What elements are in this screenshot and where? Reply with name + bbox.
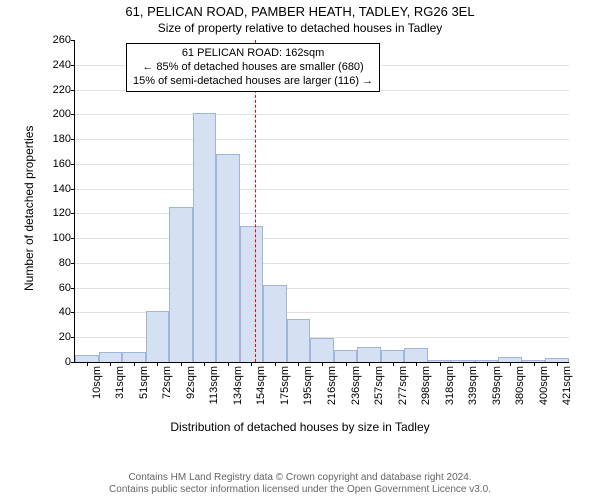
bar: [404, 348, 428, 362]
xtick-label: 421sqm: [561, 362, 573, 405]
grid-line: [75, 213, 569, 214]
bar: [216, 154, 240, 362]
y-axis-label: Number of detached properties: [22, 126, 36, 291]
xtick-mark: [369, 362, 370, 366]
ytick-label: 260: [53, 34, 75, 46]
ytick-label: 120: [53, 207, 75, 219]
x-axis-label: Distribution of detached houses by size …: [0, 420, 600, 434]
ytick-label: 180: [53, 133, 75, 145]
xtick-label: 257sqm: [373, 362, 385, 405]
bar: [169, 207, 193, 362]
xtick-mark: [181, 362, 182, 366]
xtick-mark: [487, 362, 488, 366]
ytick-label: 140: [53, 183, 75, 195]
xtick-label: 359sqm: [491, 362, 503, 405]
ytick-label: 0: [65, 356, 75, 368]
page: { "title": "61, PELICAN ROAD, PAMBER HEA…: [0, 0, 600, 500]
xtick-label: 92sqm: [185, 362, 197, 399]
xtick-mark: [228, 362, 229, 366]
xtick-mark: [87, 362, 88, 366]
xtick-mark: [275, 362, 276, 366]
chart-title: 61, PELICAN ROAD, PAMBER HEATH, TADLEY, …: [0, 4, 600, 19]
ytick-label: 100: [53, 232, 75, 244]
bar: [334, 350, 358, 362]
footer: Contains HM Land Registry data © Crown c…: [0, 472, 600, 496]
bar: [263, 285, 287, 362]
xtick-mark: [440, 362, 441, 366]
footer-line: Contains public sector information licen…: [0, 484, 600, 496]
xtick-label: 216sqm: [326, 362, 338, 405]
xtick-label: 380sqm: [514, 362, 526, 405]
bar: [381, 350, 405, 362]
xtick-mark: [393, 362, 394, 366]
ytick-label: 220: [53, 84, 75, 96]
xtick-mark: [298, 362, 299, 366]
xtick-label: 72sqm: [161, 362, 173, 399]
xtick-label: 318sqm: [444, 362, 456, 405]
xtick-label: 339sqm: [467, 362, 479, 405]
bar: [122, 352, 146, 362]
xtick-label: 31sqm: [114, 362, 126, 399]
annotation-line: 61 PELICAN ROAD: 162sqm: [133, 47, 373, 61]
bar: [240, 226, 264, 362]
ytick-label: 160: [53, 158, 75, 170]
xtick-label: 277sqm: [397, 362, 409, 405]
bar: [357, 347, 381, 362]
annotation-box: 61 PELICAN ROAD: 162sqm ← 85% of detache…: [126, 43, 380, 92]
xtick-mark: [204, 362, 205, 366]
xtick-label: 154sqm: [255, 362, 267, 405]
xtick-label: 175sqm: [279, 362, 291, 405]
xtick-mark: [463, 362, 464, 366]
ytick-label: 240: [53, 59, 75, 71]
annotation-line: ← 85% of detached houses are smaller (68…: [133, 61, 373, 75]
xtick-label: 298sqm: [420, 362, 432, 405]
xtick-mark: [110, 362, 111, 366]
xtick-label: 51sqm: [138, 362, 150, 399]
annotation-line: 15% of semi-detached houses are larger (…: [133, 75, 373, 89]
bar: [287, 319, 311, 362]
xtick-label: 400sqm: [538, 362, 550, 405]
ytick-label: 80: [59, 257, 75, 269]
grid-line: [75, 189, 569, 190]
xtick-label: 134sqm: [232, 362, 244, 405]
bar: [99, 352, 123, 362]
xtick-mark: [534, 362, 535, 366]
xtick-mark: [134, 362, 135, 366]
bar: [146, 311, 170, 362]
bar: [75, 355, 99, 362]
xtick-mark: [157, 362, 158, 366]
ytick-label: 60: [59, 282, 75, 294]
grid-line: [75, 238, 569, 239]
ytick-label: 40: [59, 306, 75, 318]
grid-line: [75, 164, 569, 165]
xtick-mark: [557, 362, 558, 366]
bar: [193, 113, 217, 362]
xtick-mark: [510, 362, 511, 366]
grid-line: [75, 263, 569, 264]
xtick-label: 195sqm: [302, 362, 314, 405]
xtick-label: 113sqm: [208, 362, 220, 404]
ytick-label: 20: [59, 331, 75, 343]
xtick-label: 10sqm: [91, 362, 103, 399]
footer-line: Contains HM Land Registry data © Crown c…: [0, 472, 600, 484]
xtick-mark: [251, 362, 252, 366]
grid-line: [75, 288, 569, 289]
xtick-label: 236sqm: [350, 362, 362, 405]
chart-subtitle: Size of property relative to detached ho…: [0, 21, 600, 35]
xtick-mark: [416, 362, 417, 366]
xtick-mark: [322, 362, 323, 366]
grid-line: [75, 114, 569, 115]
bar: [310, 338, 334, 362]
xtick-mark: [346, 362, 347, 366]
ytick-label: 200: [53, 108, 75, 120]
grid-line: [75, 139, 569, 140]
